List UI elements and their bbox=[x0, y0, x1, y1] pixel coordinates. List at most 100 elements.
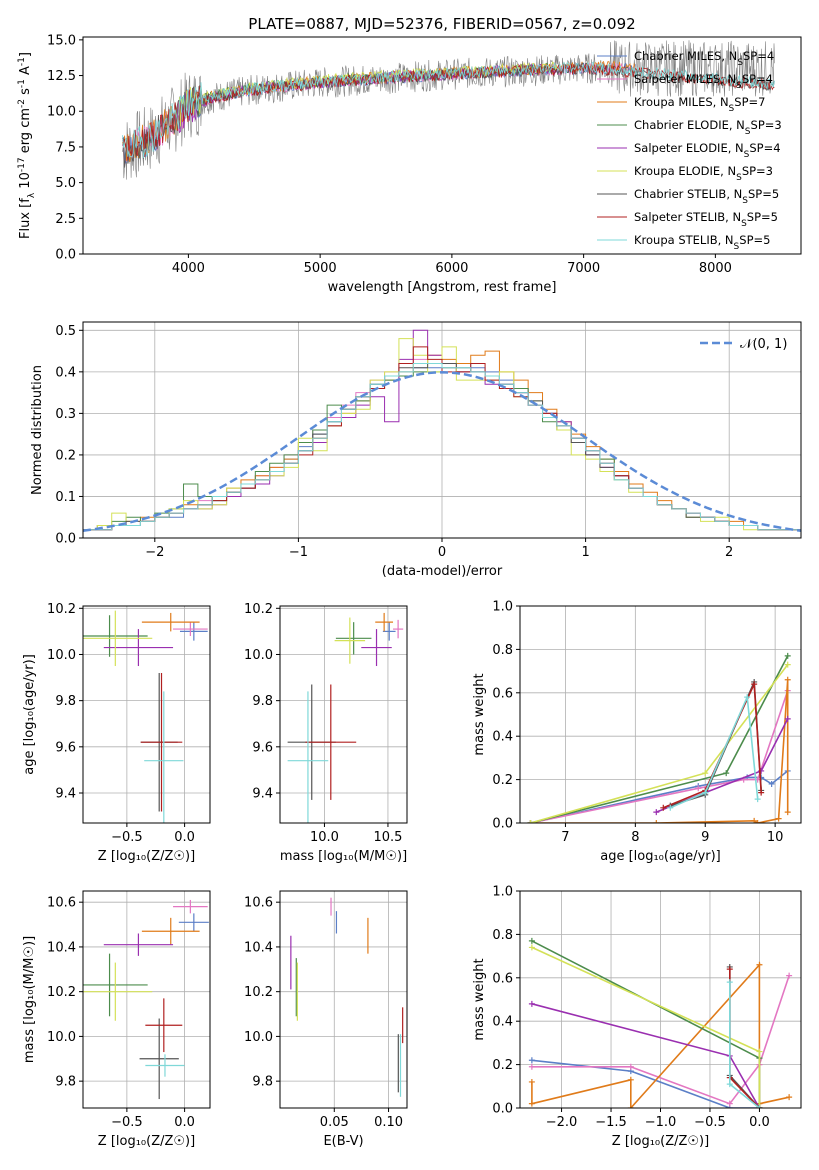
y-tick-label: 9.8 bbox=[55, 1075, 76, 1090]
legend: 𝒩(0, 1) bbox=[700, 337, 787, 352]
panel-6: −0.5 0.0 9.8 10.0 10.2 10.4 10.6 Z [log₁₀(Z/Z☉)… bbox=[22, 890, 211, 1149]
y-tick-label: 10.0 bbox=[47, 1030, 76, 1045]
y-tick-label: 9.8 bbox=[252, 694, 273, 709]
y-axis-label: Flux [fλ 10-17 erg cm-2 s-1 A-1] bbox=[17, 52, 37, 239]
x-tick-label: 10.5 bbox=[373, 830, 402, 845]
errorbar bbox=[103, 933, 174, 956]
weight-marker bbox=[754, 796, 761, 803]
weight-marker bbox=[653, 820, 660, 823]
y-tick-label: 9.6 bbox=[55, 740, 76, 755]
errorbar bbox=[83, 953, 148, 1017]
y-tick-label: 0.5 bbox=[55, 324, 76, 339]
errorbar bbox=[173, 899, 208, 914]
errorbar bbox=[139, 1018, 179, 1100]
y-tick-label: 10.2 bbox=[47, 985, 76, 1000]
errorbar bbox=[83, 610, 153, 667]
panel-5: 7 8 9 10 0.0 0.2 0.4 0.6 0.8 1.0 age [log₁₀(age/yr… bbox=[472, 600, 802, 864]
axes-frame bbox=[82, 36, 802, 255]
y-tick-label: 0.0 bbox=[55, 532, 76, 547]
x-tick-label: 0.05 bbox=[320, 1115, 349, 1130]
x-tick-label: −2.0 bbox=[546, 1115, 578, 1130]
panel-7: 0.05 0.10 9.8 10.0 10.2 10.4 10.6 E(B-V) bbox=[244, 890, 408, 1149]
weight-marker bbox=[627, 1076, 634, 1083]
x-tick-label: −0.5 bbox=[111, 830, 143, 845]
errorbar bbox=[335, 622, 372, 655]
y-tick-label: 10.6 bbox=[47, 896, 76, 911]
weight-marker bbox=[653, 809, 660, 816]
weight-marker bbox=[702, 789, 709, 796]
normal-curve bbox=[83, 371, 801, 532]
weight-marker bbox=[775, 815, 782, 822]
x-tick-label: 6000 bbox=[435, 261, 468, 276]
x-tick-label: 7 bbox=[561, 830, 569, 845]
weight-marker bbox=[726, 1100, 733, 1107]
errorbar bbox=[361, 629, 392, 667]
y-tick-label: 0.2 bbox=[492, 1058, 513, 1073]
model-spectrum-line bbox=[122, 60, 775, 159]
y-tick-label: 1.0 bbox=[492, 885, 513, 900]
x-tick-label: −1 bbox=[289, 545, 308, 560]
weight-marker bbox=[528, 1057, 535, 1064]
axes-frame bbox=[82, 605, 211, 824]
y-tick-label: 0.8 bbox=[492, 928, 513, 943]
y-tick-label: 9.4 bbox=[252, 786, 273, 801]
axes-frame bbox=[519, 605, 802, 824]
legend-label: Salpeter MILES, NSSP=4 bbox=[634, 72, 773, 91]
x-tick-label: −0.5 bbox=[694, 1115, 726, 1130]
plot-area bbox=[528, 937, 793, 1108]
x-tick-label: −2 bbox=[145, 545, 164, 560]
errorbar bbox=[141, 917, 200, 945]
x-axis-label: wavelength [Angstrom, rest frame] bbox=[328, 280, 557, 295]
y-tick-label: 0.0 bbox=[55, 248, 76, 263]
weight-marker bbox=[756, 961, 763, 968]
y-axis-label: mass weight bbox=[472, 958, 487, 1040]
errorbar bbox=[334, 617, 366, 664]
weight-marker bbox=[784, 809, 791, 816]
errorbar bbox=[83, 615, 148, 657]
panel-8: −2.0 −1.5 −1.0 −0.5 0.0 0.0 0.2 0.4 0.6 0.8 1.0 Z [… bbox=[472, 885, 802, 1149]
y-tick-label: 0.3 bbox=[55, 407, 76, 422]
y-tick-label: 0.8 bbox=[492, 643, 513, 658]
x-tick-label: 0 bbox=[438, 545, 446, 560]
weight-marker bbox=[723, 770, 730, 777]
weight-line bbox=[531, 946, 761, 1108]
weight-marker bbox=[784, 715, 791, 722]
x-tick-label: 10 bbox=[767, 830, 784, 845]
y-tick-label: 9.8 bbox=[252, 1075, 273, 1090]
legend: Chabrier MILES, NSSP=4 Salpeter MILES, NS… bbox=[597, 49, 782, 252]
errorbar bbox=[178, 913, 209, 932]
legend-label: Salpeter STELIB, NSSP=5 bbox=[634, 210, 778, 229]
y-tick-label: 10.0 bbox=[244, 1030, 273, 1045]
y-tick-label: 15.0 bbox=[47, 33, 76, 48]
model-spectrum-line bbox=[122, 62, 775, 168]
errorbar bbox=[141, 612, 200, 632]
weight-line bbox=[530, 655, 789, 823]
weight-marker bbox=[528, 1000, 535, 1007]
weight-marker bbox=[768, 780, 775, 787]
y-tick-label: 10.0 bbox=[47, 105, 76, 120]
weight-marker bbox=[627, 1105, 634, 1108]
panel-2: −2 −1 0 1 2 0.0 0.1 0.2 0.3 0.4 0.5 (data-model)/er… bbox=[30, 321, 802, 579]
y-tick-label: 0.0 bbox=[492, 817, 513, 832]
weight-marker bbox=[751, 681, 758, 688]
weight-marker bbox=[784, 676, 791, 683]
weight-marker bbox=[726, 1081, 733, 1088]
errorbar bbox=[173, 622, 208, 637]
y-tick-label: 0.6 bbox=[492, 686, 513, 701]
plot-area bbox=[83, 899, 209, 1100]
x-tick-label: 4000 bbox=[172, 261, 205, 276]
axes-frame bbox=[279, 605, 408, 824]
y-tick-label: 0.4 bbox=[492, 1015, 513, 1030]
y-tick-label: 10.6 bbox=[244, 896, 273, 911]
x-axis-label: Z [log₁₀(Z/Z☉)] bbox=[98, 849, 195, 864]
weight-marker bbox=[528, 1078, 535, 1085]
y-tick-label: 0.2 bbox=[55, 448, 76, 463]
weight-line bbox=[656, 718, 789, 813]
errorbar bbox=[287, 691, 329, 823]
y-axis-label: mass [log₁₀(M/M☉)] bbox=[22, 936, 37, 1063]
y-axis-label: Normed distribution bbox=[30, 365, 45, 495]
x-tick-label: 0.10 bbox=[374, 1115, 403, 1130]
y-tick-label: 10.2 bbox=[244, 602, 273, 617]
y-axis-label: age [log₁₀(age/yr)] bbox=[22, 654, 37, 775]
